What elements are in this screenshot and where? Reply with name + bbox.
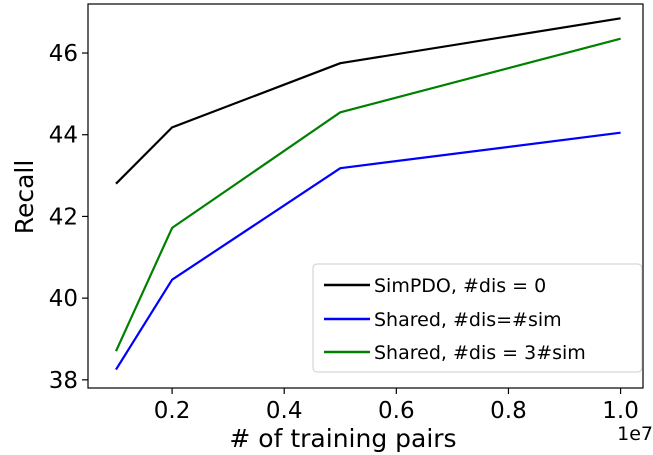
x-tick-label: 0.4	[266, 398, 303, 424]
legend-label-shared-equal: Shared, #dis=#sim	[374, 309, 562, 331]
x-tick-label: 0.8	[490, 398, 527, 424]
plot-frame	[87, 3, 644, 389]
y-tick-label: 46	[49, 41, 78, 67]
legend-label-simpdo: SimPDO, #dis = 0	[374, 275, 546, 297]
series-line-0	[115, 17, 621, 185]
y-tick-label: 42	[49, 204, 78, 230]
x-axis-label: # of training pairs	[229, 424, 456, 453]
x-axis: 0.2 0.4 0.6 0.8 1.0	[154, 388, 639, 424]
series-line-1	[115, 131, 621, 371]
y-axis-label: Recall	[10, 160, 39, 235]
x-tick-label: 0.6	[378, 398, 415, 424]
y-tick-label: 38	[49, 368, 78, 394]
y-tick-label: 44	[49, 123, 78, 149]
x-tick-label: 1.0	[602, 398, 639, 424]
legend-box	[312, 263, 643, 373]
y-tick-label: 40	[49, 286, 78, 312]
series-line-2	[114, 37, 621, 352]
x-tick-label: 0.2	[154, 398, 191, 424]
plot-area	[87, 3, 644, 389]
x-axis-offset-label: 1e7	[617, 423, 653, 445]
series-lines	[114, 17, 621, 371]
y-axis: 38 40 42 44 46	[49, 41, 88, 394]
legend-label-shared-triple: Shared, #dis = 3#sim	[374, 342, 586, 364]
legend: SimPDO, #dis = 0 Shared, #dis=#sim Share…	[312, 263, 643, 373]
